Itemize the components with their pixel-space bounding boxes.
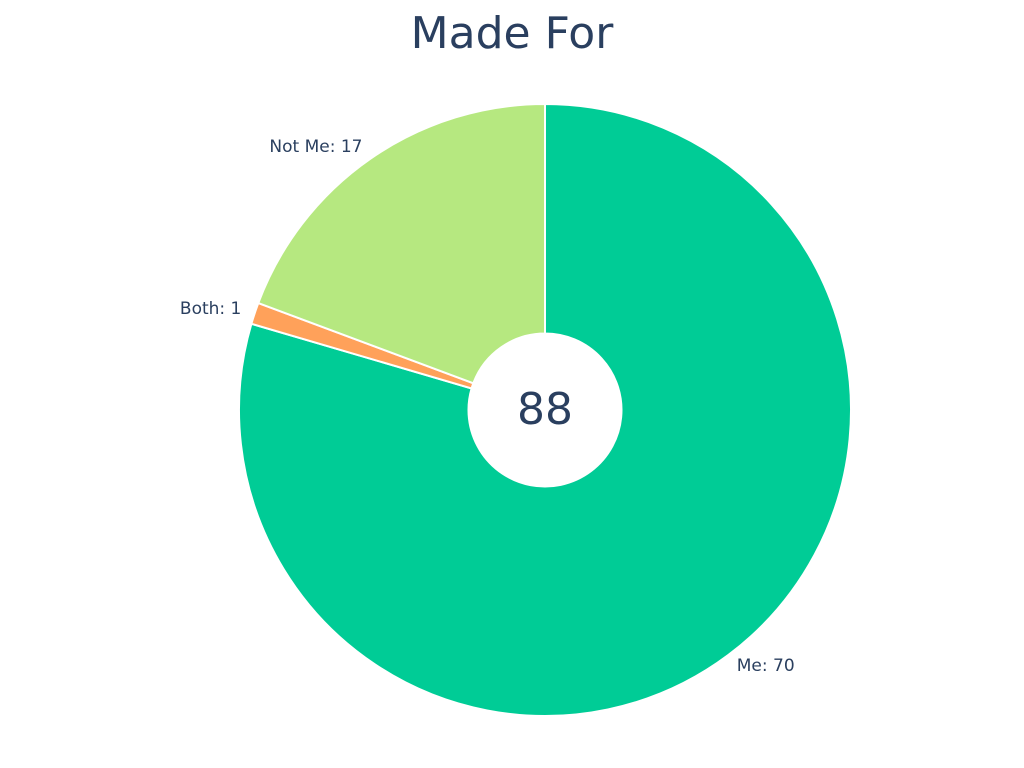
slice-label: Both: 1 (180, 299, 241, 319)
center-annotation: 88 (517, 384, 573, 435)
slice-label: Not Me: 17 (269, 137, 362, 157)
pie-slice (238, 102, 852, 717)
chart-title: Made For (411, 8, 615, 59)
slice-label: Me: 70 (737, 656, 795, 676)
pie-slice (257, 102, 546, 385)
